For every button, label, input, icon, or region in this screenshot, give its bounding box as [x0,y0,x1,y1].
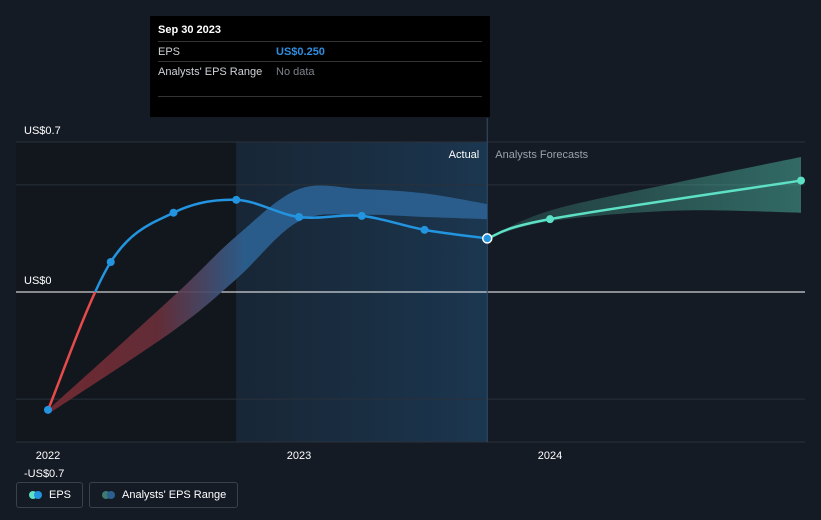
analysts-range-band-actual [48,185,488,415]
tooltip-row-eps: EPS US$0.250 [158,41,482,61]
eps-line [93,198,488,292]
tooltip: Sep 30 2023 EPS US$0.250 Analysts' EPS R… [150,16,490,117]
y-tick-label: US$0.7 [24,125,61,137]
tooltip-eps-value: US$0.250 [276,46,325,58]
y-tick-label: -US$0.7 [24,468,64,480]
range-legend-icon [102,491,116,499]
eps-point[interactable] [482,233,493,244]
eps-point[interactable] [420,225,429,234]
actual-label: Actual [449,149,480,161]
eps-point[interactable] [106,258,115,266]
legend-eps-toggle[interactable]: EPS [16,482,84,508]
eps-legend-icon [29,491,43,499]
legend-range-label: Analysts' EPS Range [122,489,227,501]
x-tick-label: 2022 [36,450,60,462]
eps-point[interactable] [357,211,366,220]
tooltip-row-range: Analysts' EPS Range No data [158,61,482,97]
forecast-point[interactable] [797,176,805,185]
eps-point[interactable] [44,405,52,414]
tooltip-range-value: No data [276,66,315,78]
legend-eps-label: EPS [49,489,72,501]
x-tick-label: 2023 [287,450,311,462]
x-tick-label: 2024 [538,450,562,462]
tooltip-date: Sep 30 2023 [158,24,221,36]
y-tick-label: US$0 [24,275,52,287]
eps-point[interactable] [169,208,178,217]
tooltip-range-label: Analysts' EPS Range [158,66,263,78]
eps-point[interactable] [232,195,241,204]
eps-point[interactable] [295,213,303,221]
legend: EPS Analysts' EPS Range [16,482,239,508]
forecast-label: Analysts Forecasts [495,149,588,161]
legend-range-toggle[interactable]: Analysts' EPS Range [89,482,239,508]
eps-forecast-line [486,179,802,240]
tooltip-eps-label: EPS [158,46,181,58]
forecast-point[interactable] [546,215,554,224]
analysts-range-band-forecast [487,157,801,239]
